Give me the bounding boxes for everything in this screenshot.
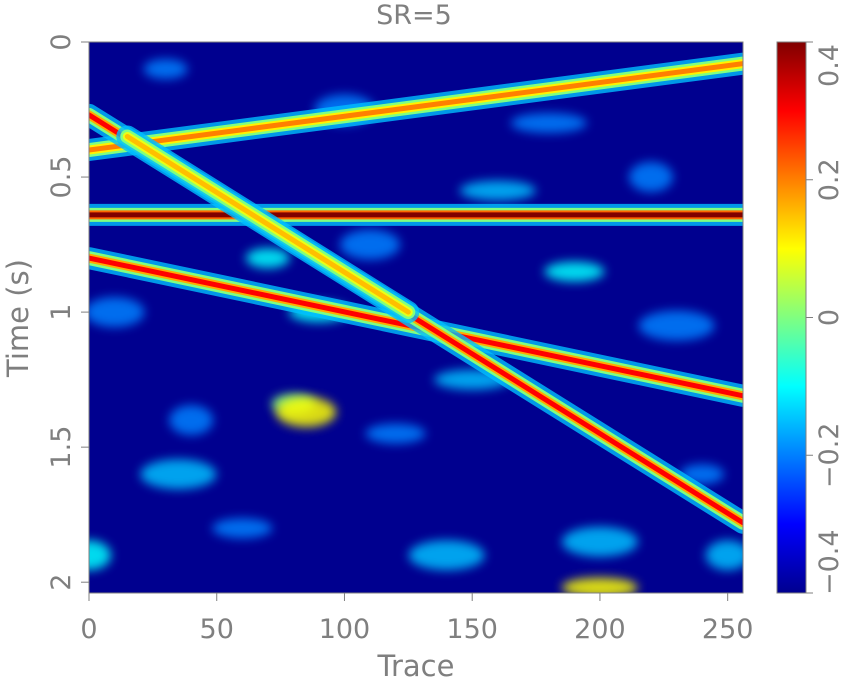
noise-patch — [89, 540, 111, 571]
noise-patch — [629, 162, 673, 192]
y-tick-label: 1 — [46, 304, 77, 321]
noise-patch — [169, 405, 214, 436]
chart-title: SR=5 — [376, 0, 452, 31]
noise-patch — [705, 540, 743, 571]
noise-patch — [561, 577, 638, 593]
x-tick-label: 200 — [574, 614, 626, 645]
x-axis: 0 50 100 150 200 250 — [80, 593, 753, 645]
reflection-event — [89, 61, 743, 153]
heatmap-panel — [88, 41, 744, 594]
y-tick-label: 0.5 — [46, 156, 77, 199]
x-tick-label: 250 — [702, 614, 754, 645]
x-axis-label: Trace — [377, 649, 455, 677]
x-tick-label: 50 — [200, 614, 234, 645]
x-tick-label: 150 — [446, 614, 498, 645]
noise-patch — [143, 59, 188, 79]
y-axis-label: Time (s) — [1, 259, 35, 378]
noise-patch — [459, 180, 536, 201]
noise-patch — [212, 518, 273, 539]
noise-patch — [340, 229, 400, 260]
noise-patch — [245, 248, 290, 269]
heatmap-frame — [88, 41, 744, 594]
colorbar-ramp — [776, 41, 807, 594]
reflection-event — [124, 134, 411, 315]
noise-patch — [510, 113, 587, 133]
noise-patch — [89, 297, 145, 328]
x-tick-label: 100 — [319, 614, 371, 645]
noise-patch — [408, 540, 485, 571]
noise-patch — [365, 423, 426, 444]
colorbar-ticks: 0.4 0.2 0 −0.2 −0.4 — [806, 41, 845, 595]
colorbar-tick-label: 0 — [814, 309, 845, 326]
colorbar-tick-label: 0.2 — [814, 158, 845, 201]
x-tick-label: 0 — [80, 614, 97, 645]
y-tick-label: 2 — [46, 574, 77, 591]
y-axis: 0 0.5 1 1.5 2 — [46, 33, 89, 591]
noise-patch — [140, 459, 217, 490]
y-tick-label: 1.5 — [46, 426, 77, 469]
noise-patch — [561, 526, 638, 557]
colorbar: 0.4 0.2 0 −0.2 −0.4 — [776, 41, 845, 595]
colorbar-tick-label: −0.2 — [814, 423, 845, 489]
y-tick-label: 0 — [46, 33, 77, 50]
colorbar-tick-label: 0.4 — [814, 44, 845, 87]
noise-patch — [276, 397, 337, 427]
noise-patch — [638, 310, 715, 341]
noise-patch — [544, 261, 605, 282]
colorbar-tick-label: −0.4 — [814, 529, 845, 595]
heatmap-events — [89, 52, 743, 593]
